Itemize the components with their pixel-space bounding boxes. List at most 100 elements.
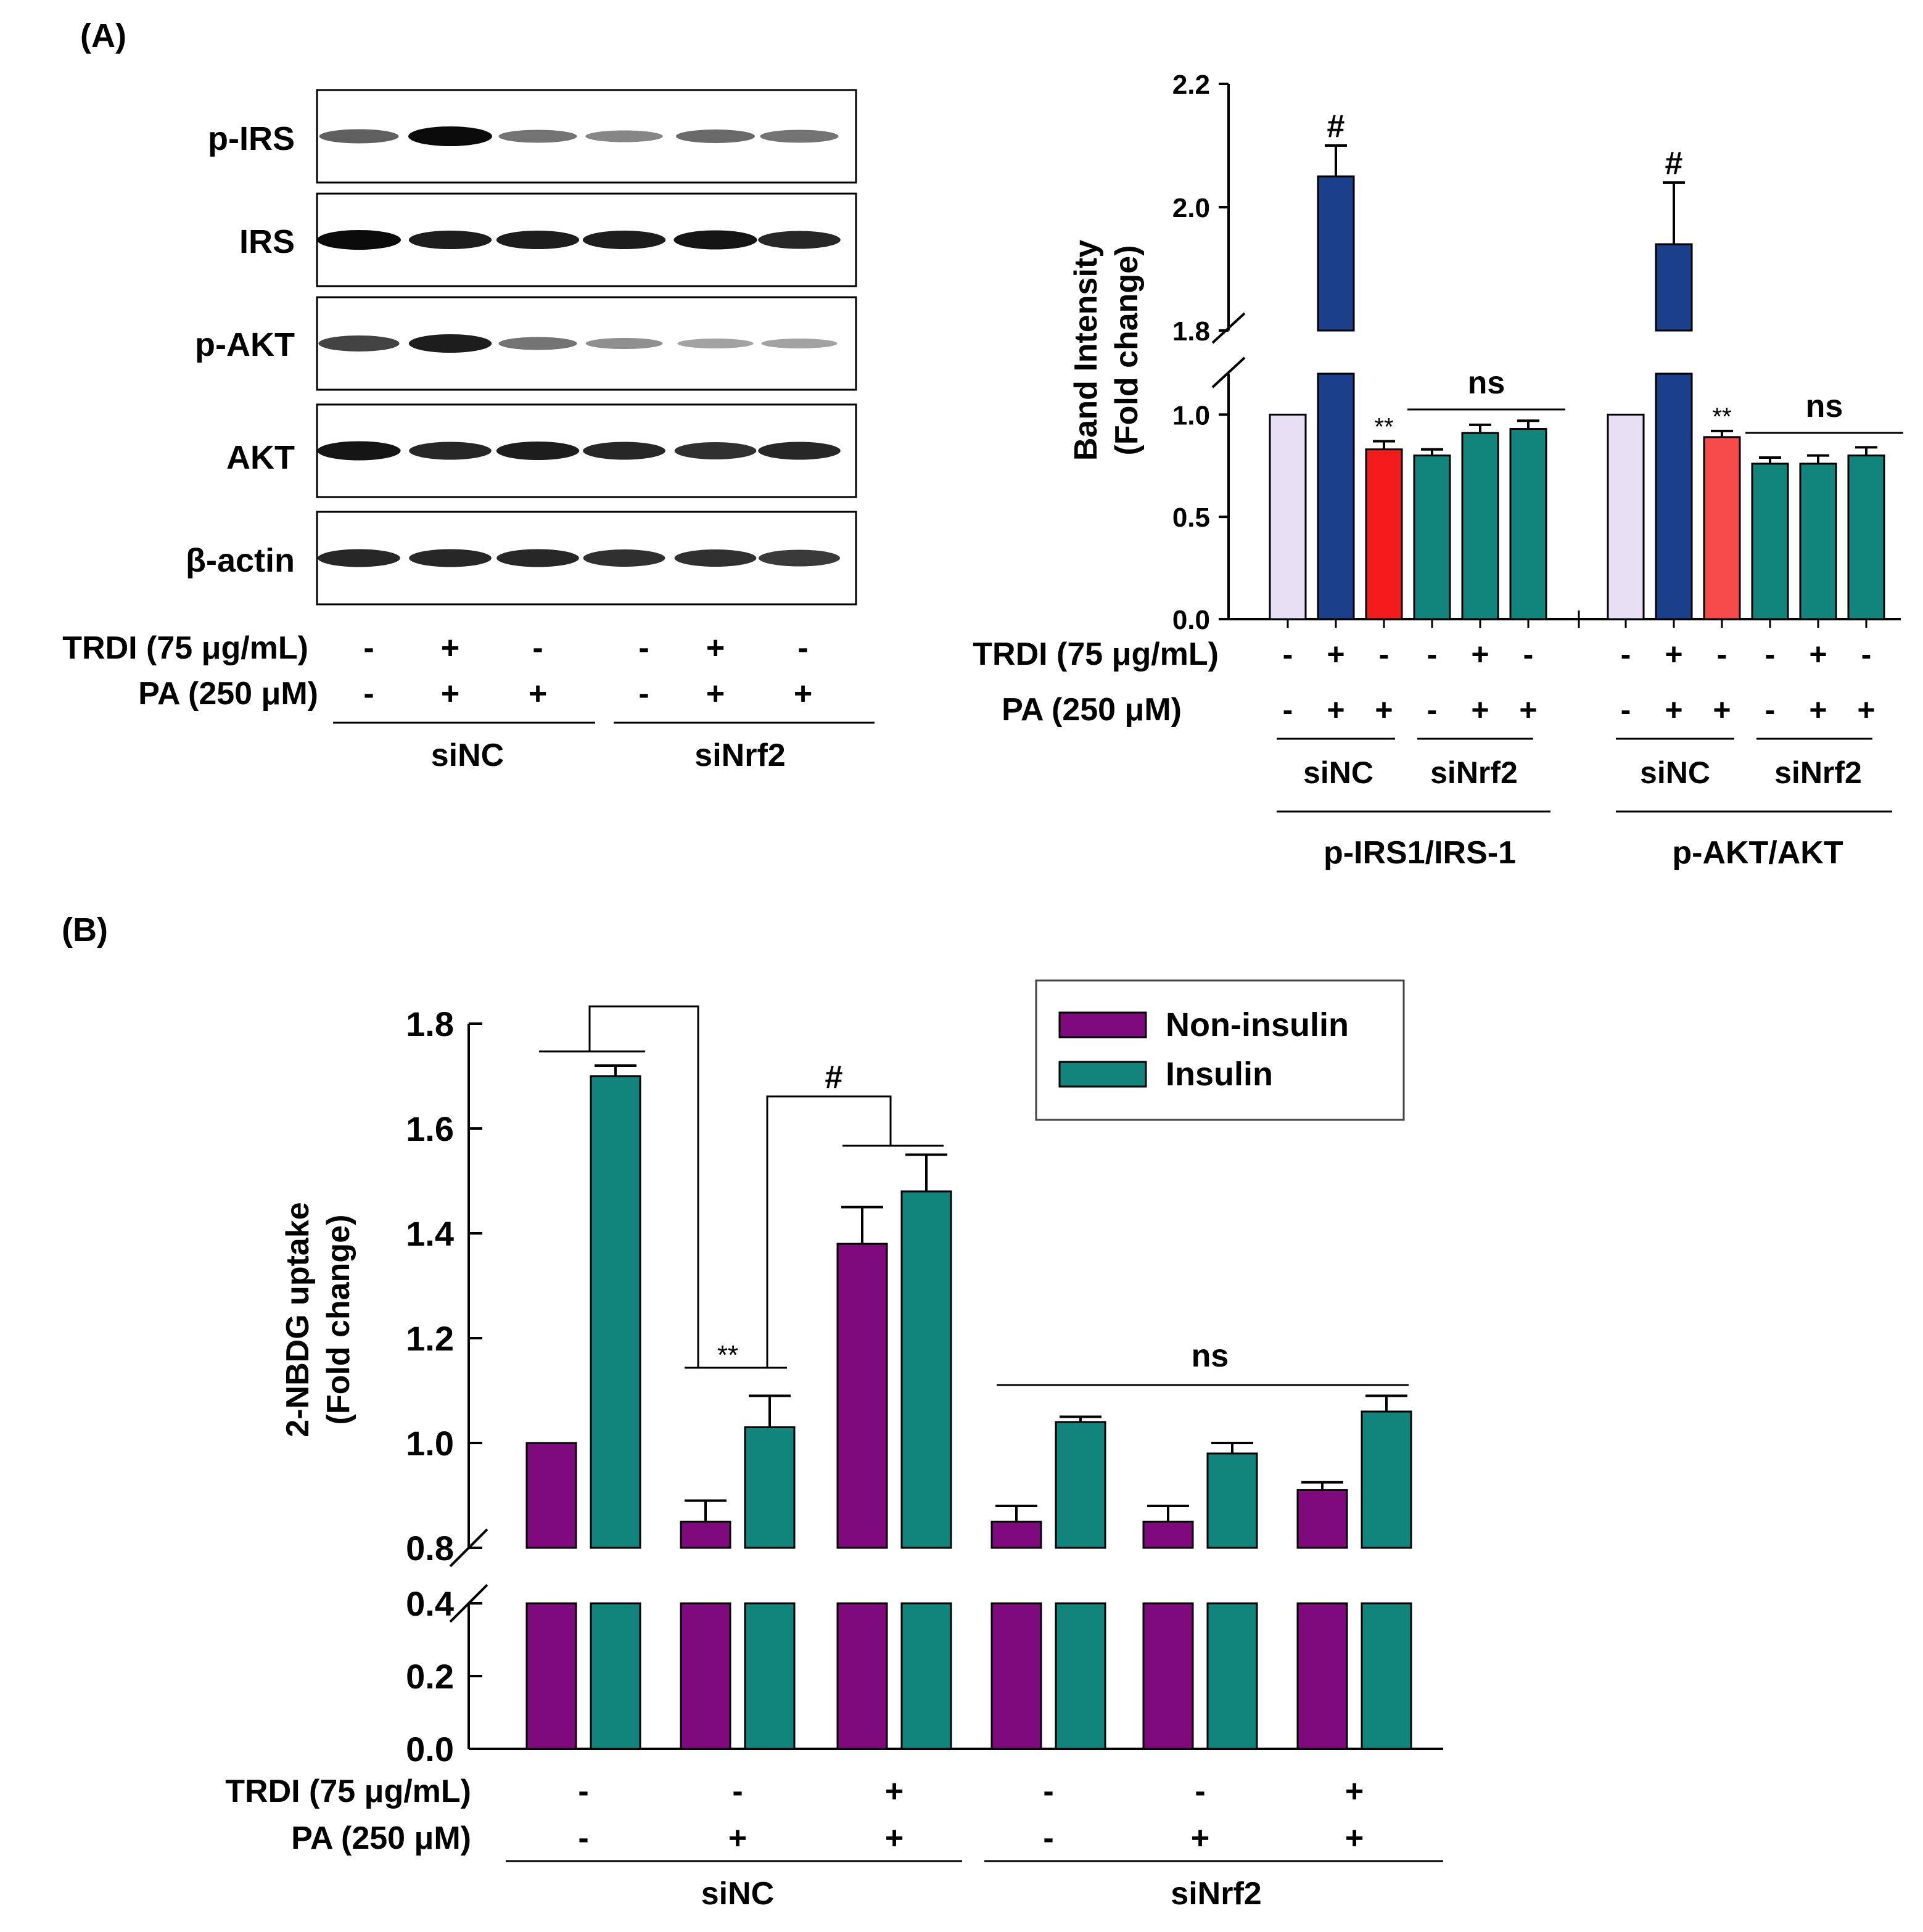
blot-trdi-sign-2: -: [532, 630, 543, 666]
chart-b-bar-noninsulin-3: [990, 1521, 1042, 1549]
chart-b-ns: ns: [1192, 1338, 1229, 1374]
legend-label-insulin: Insulin: [1166, 1056, 1273, 1093]
chart-b-bar-noninsulin-4-lower: [1142, 1602, 1194, 1750]
chart-a-bar-akt-2: [1703, 436, 1741, 620]
blot-trdi-sign-0: -: [363, 630, 374, 666]
blot-band-r3-lane5: [758, 442, 841, 460]
blot-band-r4-lane5: [759, 549, 840, 567]
chart-a-ns-0: ns: [1468, 365, 1505, 401]
chart-a-trdi-sign-1-0: -: [1621, 637, 1631, 672]
chart-a-bar-irs-2-stars: **: [1374, 413, 1393, 440]
chart-a-ylabel-2: (Fold change): [1109, 245, 1145, 456]
chart-a-bar-akt-3: [1751, 462, 1789, 620]
chart-a-axis-break-1: [1211, 312, 1246, 344]
chart-b-bar-insulin-0: [590, 1075, 641, 1549]
blot-band-r4-lane3: [583, 549, 665, 567]
chart-a-pa-sign-0-1: +: [1327, 693, 1344, 727]
panel-b-label: (B): [62, 911, 108, 948]
blot-band-r2-lane2: [498, 337, 577, 350]
chart-a-group-irs-sinc: siNC: [1303, 755, 1373, 790]
chart-b-bar-insulin-2-lower: [900, 1602, 952, 1750]
blot-group-sinrf2: siNrf2: [694, 738, 785, 773]
chart-b-pa-sign-1: +: [728, 1820, 747, 1856]
chart-a-bar-akt-5: [1847, 454, 1885, 620]
chart-a-trdi-sign-1-3: -: [1765, 637, 1776, 672]
chart-b-stars: **: [717, 1340, 738, 1370]
blot-trdi-sign-4: +: [706, 630, 725, 666]
blot-band-r1-lane5: [758, 231, 841, 249]
blot-band-r0-lane5: [760, 129, 839, 143]
blot-band-r4-lane0: [318, 549, 400, 567]
chart-b-bar-insulin-2: [900, 1190, 952, 1549]
chart-b-trdi-sign-0: -: [578, 1774, 588, 1809]
blot-band-r1-lane3: [582, 231, 666, 249]
chart-b-legend-box: [1035, 979, 1405, 1121]
blot-band-r3-lane0: [317, 441, 401, 461]
legend-label-noninsulin: Non-insulin: [1166, 1006, 1349, 1043]
chart-b-bar-noninsulin-1: [680, 1521, 731, 1549]
blot-band-r1-lane2: [496, 231, 580, 249]
chart-a-bar-irs-1: [1317, 175, 1355, 332]
chart-b-ylabel-2: (Fold change): [321, 1215, 356, 1425]
chart-b-ytick-label-0.8: 0.8: [406, 1529, 454, 1568]
blot-band-r3-lane4: [674, 442, 757, 459]
blot-band-r4-lane4: [674, 549, 757, 567]
chart-b-ylabel-1: 2-NBDG uptake: [280, 1202, 316, 1437]
nbdg-uptake-chart: 0.0 0.2 0.4 0.8 1.0 1.2 1.4 1.6 1.8 ** # ns: [406, 1005, 1443, 1769]
blot-pa-sign-0: -: [363, 676, 374, 712]
chart-a-pa-sign-1-3: -: [1765, 693, 1776, 727]
chart-a-trdi-sign-0-1: +: [1327, 637, 1344, 672]
chart-b-bar-insulin-4-lower: [1206, 1602, 1258, 1750]
chart-b-ytick-label-1.2: 1.2: [406, 1319, 454, 1358]
chart-a-group-akt: p-AKT/AKT: [1672, 835, 1843, 871]
chart-b-ytick-label-1.4: 1.4: [406, 1214, 454, 1253]
legend-swatch-noninsulin: [1058, 1011, 1147, 1038]
chart-a-axis-break-2: [1211, 356, 1246, 388]
chart-a-pa-sign-0-3: -: [1427, 693, 1438, 727]
blot-label-irs: IRS: [239, 223, 295, 260]
chart-b-pa-sign-5: +: [1345, 1820, 1364, 1856]
blot-band-r0-lane0: [319, 129, 399, 144]
chart-b-bar-noninsulin-0: [525, 1442, 577, 1549]
chart-b-bar-insulin-3-lower: [1055, 1602, 1106, 1750]
chart-a-pa-sign-1-5: +: [1857, 693, 1875, 727]
chart-b-ytick-label-1.0: 1.0: [406, 1424, 454, 1463]
blot-label-p-irs: p-IRS: [208, 120, 295, 157]
blot-band-r1-lane4: [673, 230, 757, 250]
chart-a-pa-sign-1-4: +: [1809, 693, 1827, 727]
blot-group-sinc: siNC: [431, 738, 504, 773]
chart-b-ytick-label-1.8: 1.8: [406, 1005, 454, 1043]
chart-b-group-sinrf2: siNrf2: [1171, 1876, 1261, 1912]
blot-label-beta-actin: β-actin: [186, 542, 295, 579]
blot-band-r2-lane4: [677, 339, 754, 348]
chart-b-bar-noninsulin-2-lower: [836, 1602, 888, 1750]
chart-a-ytick-label-1.0: 1.0: [1172, 400, 1210, 430]
blot-band-r3-lane3: [583, 442, 665, 460]
chart-a-group-irs: p-IRS1/IRS-1: [1324, 835, 1516, 871]
blot-pa-sign-3: -: [638, 676, 649, 712]
chart-b-ytick-label-0.0: 0.0: [406, 1730, 454, 1769]
chart-a-ylabel-1: Band Intensity: [1068, 240, 1104, 461]
blot-band-r2-lane5: [761, 339, 838, 348]
chart-a-bar-irs-1-hash: #: [1327, 109, 1345, 144]
chart-b-bar-noninsulin-2: [836, 1243, 888, 1549]
chart-a-trdi-sign-1-1: +: [1665, 637, 1682, 672]
chart-a-trdi-sign-0-0: -: [1283, 637, 1293, 672]
blot-band-r0-lane3: [585, 130, 663, 142]
blot-trdi-sign-1: +: [441, 630, 459, 666]
chart-a-trdi-sign-1-4: +: [1809, 637, 1827, 672]
chart-b-bar-insulin-5: [1361, 1410, 1412, 1549]
chart-a-bar-akt-1: [1655, 243, 1693, 332]
chart-b-ytick-label-0.2: 0.2: [406, 1657, 454, 1696]
chart-b-pa-label: PA (250 μM): [291, 1820, 471, 1856]
chart-a-ytick-label-2.2: 2.2: [1172, 70, 1210, 100]
chart-b-trdi-sign-1: -: [732, 1774, 743, 1809]
chart-a-trdi-sign-0-4: +: [1471, 637, 1489, 672]
chart-a-pa-sign-0-0: -: [1283, 693, 1293, 727]
blot-treatment-signs: - + - - + - - + + - + +: [363, 630, 812, 712]
chart-a-ytick-label-1.8: 1.8: [1172, 316, 1210, 347]
chart-b-pa-sign-2: +: [885, 1820, 904, 1856]
chart-b-bracket-stars-v: [588, 1005, 699, 1368]
chart-b-bar-insulin-0-lower: [590, 1602, 641, 1750]
